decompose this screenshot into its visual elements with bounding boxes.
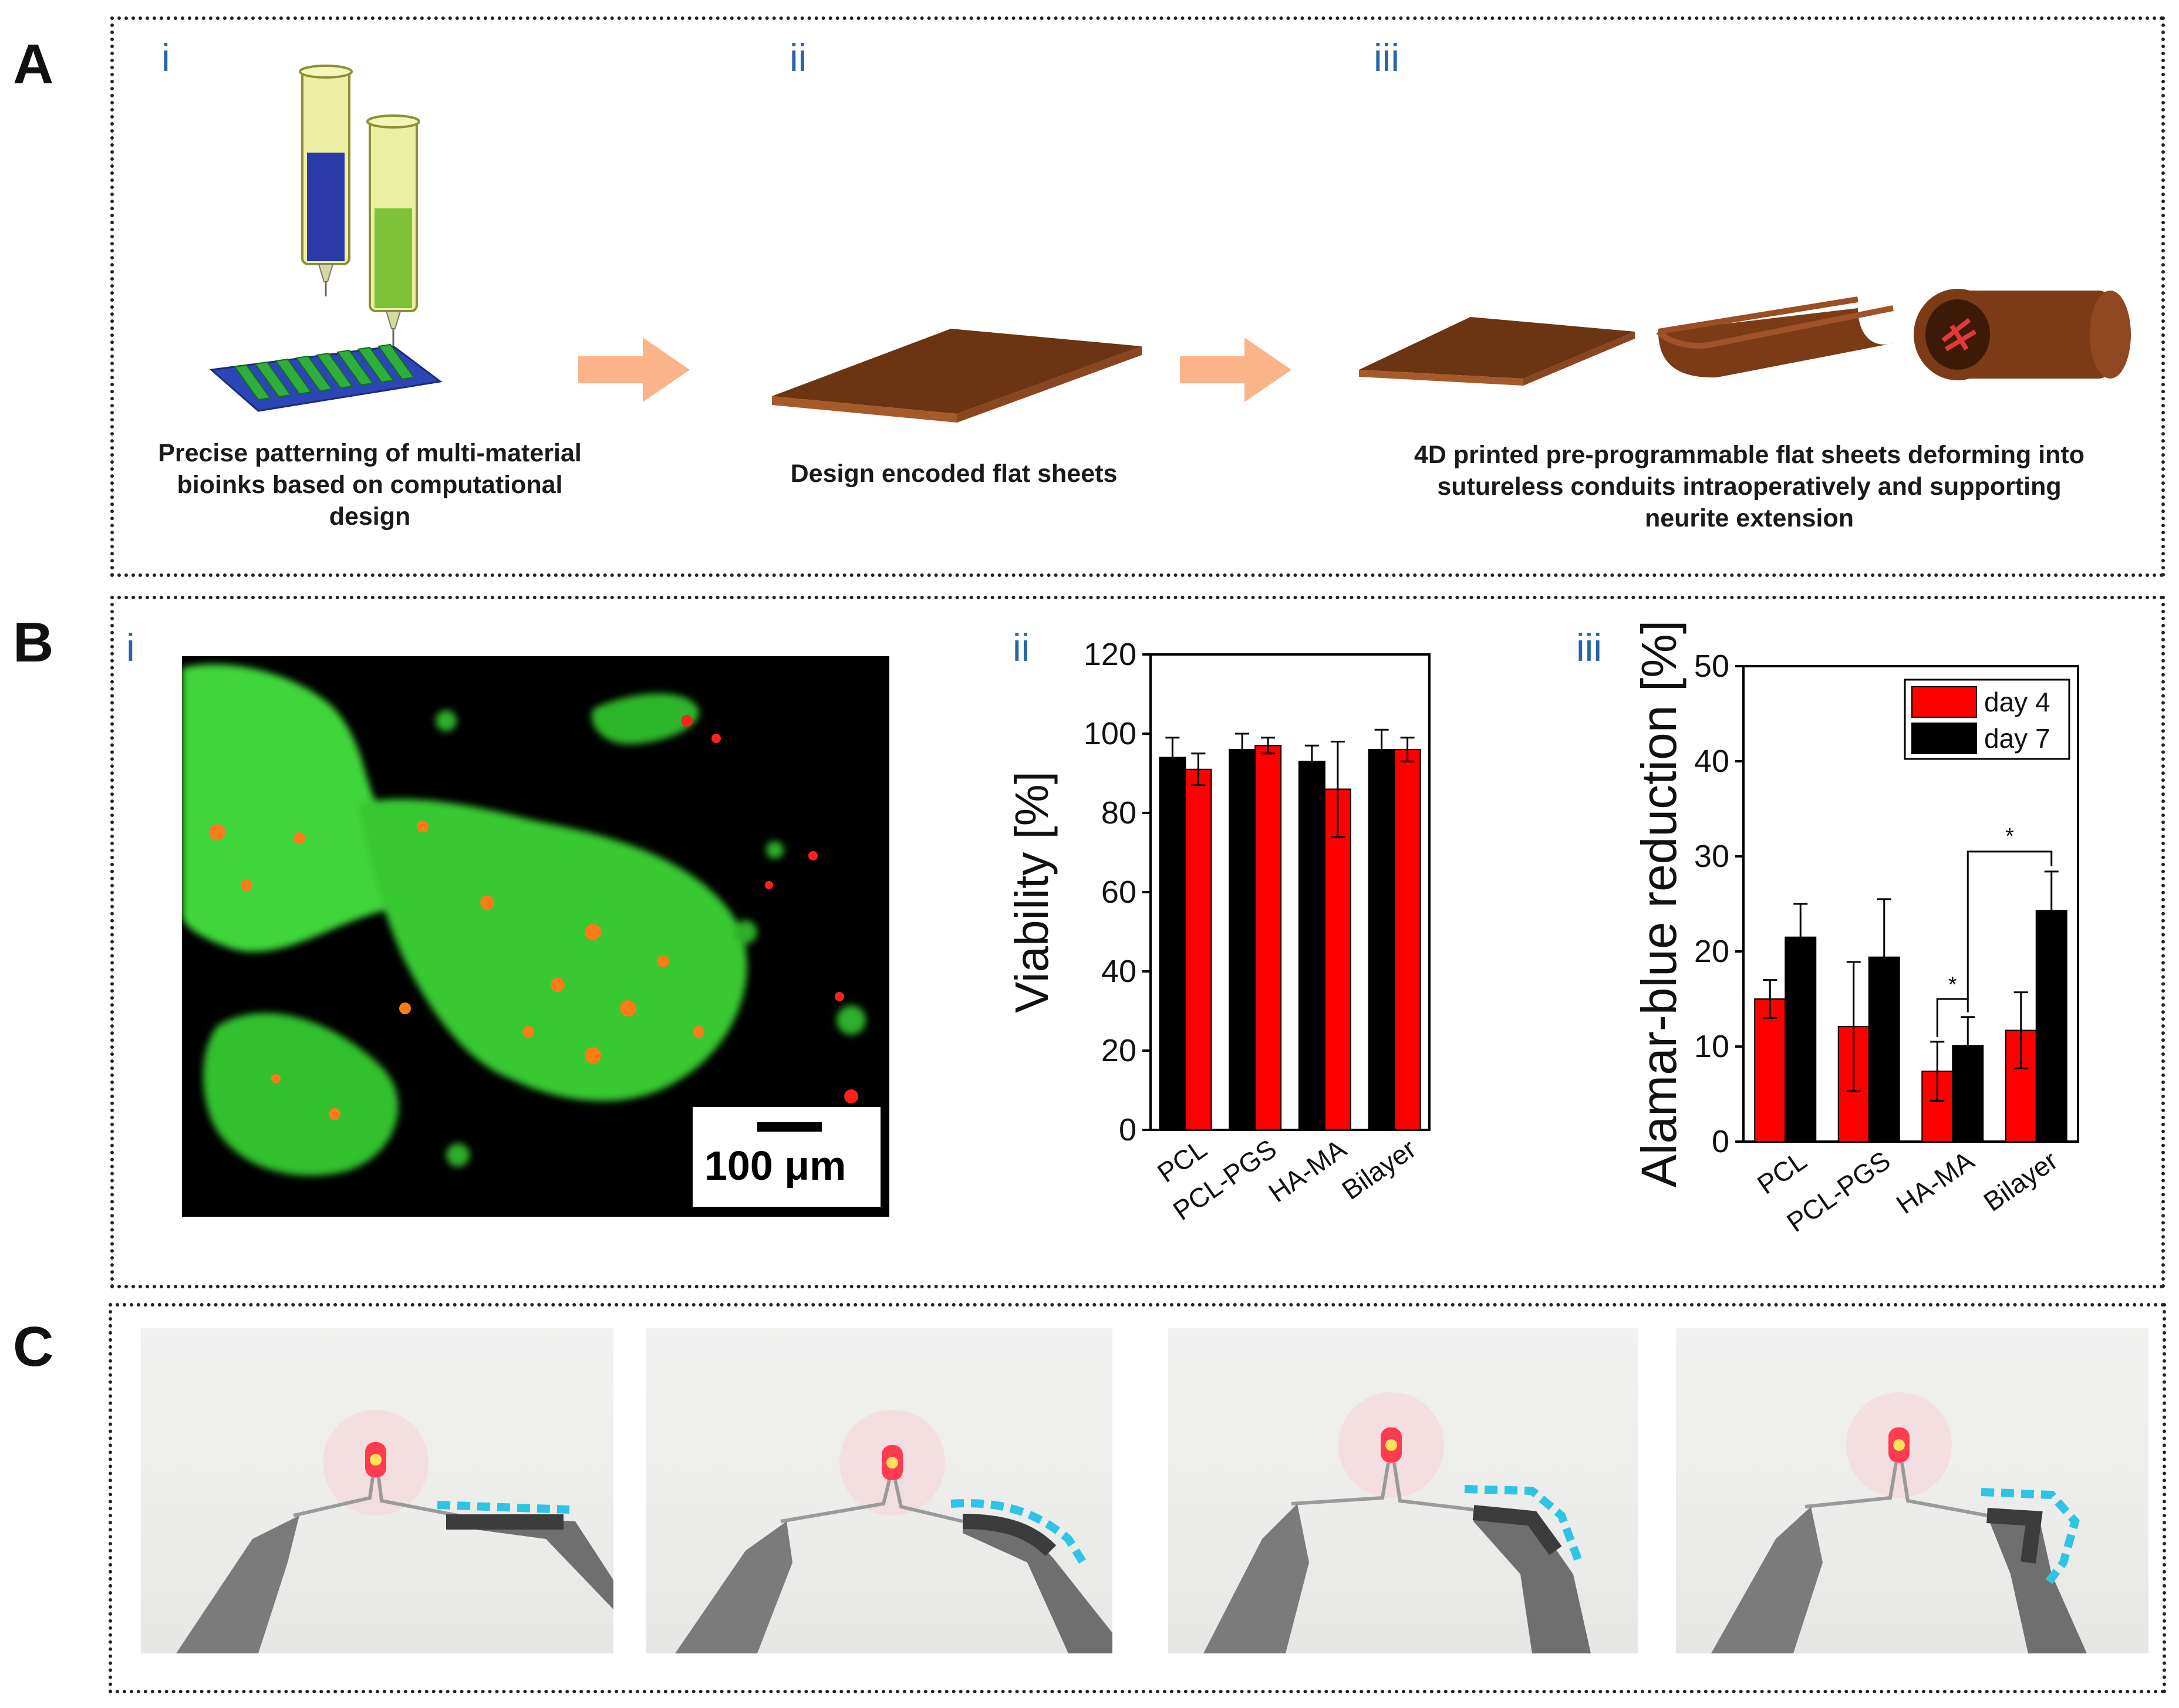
led-circuit-bent-1 bbox=[675, 1410, 1112, 1653]
significance-star: * bbox=[2005, 824, 2014, 849]
panel-b-frame bbox=[110, 596, 2165, 1288]
scale-bar: 100 μm bbox=[693, 1107, 881, 1207]
led-circuit-bent-3 bbox=[1711, 1392, 2087, 1653]
panel-label-b: B bbox=[13, 611, 54, 674]
significance-bracket bbox=[1967, 850, 2053, 999]
led-circuit-bent-2 bbox=[1203, 1392, 1591, 1653]
step-iii-numeral: iii bbox=[1374, 36, 1399, 79]
x-tick-label: HA-MA bbox=[1891, 1145, 1980, 1220]
legend-label: day 4 bbox=[1984, 687, 2050, 717]
caption-line: bioinks based on computational design bbox=[177, 471, 563, 531]
x-tick-label: HA-MA bbox=[1263, 1133, 1352, 1208]
step-ii-caption: Design encoded flat sheets bbox=[734, 458, 1174, 490]
fluorescence-micrograph: 100 μm bbox=[182, 656, 889, 1217]
caption-line: sutureless conduits intraoperatively and… bbox=[1437, 472, 2062, 501]
flat-sheet-illustration bbox=[772, 329, 1142, 423]
panel-b-i-numeral: i bbox=[126, 626, 135, 669]
scale-bar-label: 100 μm bbox=[704, 1143, 846, 1189]
bar bbox=[1254, 745, 1282, 1130]
panel-label-c: C bbox=[13, 1315, 54, 1378]
y-tick-label: 0 bbox=[1712, 1124, 1729, 1159]
led-photo-2 bbox=[646, 1328, 1112, 1653]
y-tick-label: 60 bbox=[1101, 875, 1136, 910]
arrow-icon bbox=[578, 337, 690, 402]
legend-label: day 7 bbox=[1984, 723, 2050, 754]
bar bbox=[1159, 757, 1186, 1130]
x-tick-label: Bilayer bbox=[1336, 1133, 1421, 1206]
step-i-numeral: i bbox=[161, 36, 170, 79]
panel-b-iii-numeral: iii bbox=[1576, 626, 1602, 669]
y-tick-label: 50 bbox=[1694, 649, 1729, 684]
caption-line: neurite extension bbox=[1644, 504, 1854, 532]
arrow-icon bbox=[1180, 337, 1291, 402]
bar bbox=[1324, 788, 1351, 1130]
significance-star: * bbox=[1948, 973, 1957, 997]
led-photo-4 bbox=[1676, 1328, 2148, 1653]
panel-c-frame bbox=[109, 1303, 2166, 1693]
y-tick-label: 30 bbox=[1694, 839, 1729, 874]
led-photo-1 bbox=[141, 1328, 613, 1653]
led-photo-3 bbox=[1168, 1328, 1638, 1653]
legend-swatch bbox=[1911, 686, 1977, 718]
y-tick-label: 20 bbox=[1101, 1033, 1136, 1068]
panel-label-a: A bbox=[13, 33, 54, 96]
bar bbox=[1868, 956, 1900, 1142]
scale-bar-line bbox=[757, 1122, 822, 1132]
led-circuit-straight bbox=[176, 1410, 613, 1653]
y-tick-label: 40 bbox=[1694, 744, 1729, 779]
plot-frame bbox=[1742, 665, 2079, 1143]
panel-a-frame bbox=[110, 16, 2165, 577]
caption-line: Precise patterning of multi-material bbox=[158, 439, 582, 467]
y-tick-label: 40 bbox=[1101, 954, 1136, 989]
legend-swatch bbox=[1911, 723, 1977, 754]
y-tick-label: 80 bbox=[1101, 795, 1136, 831]
bar bbox=[1229, 749, 1256, 1130]
bar bbox=[1298, 761, 1325, 1130]
step-ii-numeral: ii bbox=[790, 36, 807, 79]
y-axis-label: Viability [%] bbox=[1006, 771, 1058, 1013]
caption-line: Design encoded flat sheets bbox=[790, 460, 1118, 488]
caption-line: 4D printed pre-programmable flat sheets … bbox=[1414, 441, 2085, 469]
significance-bracket bbox=[1936, 998, 1969, 1037]
bar bbox=[1754, 998, 1786, 1142]
bar bbox=[2005, 1029, 2037, 1143]
y-axis-label: Alamar-blue reduction [%] bbox=[1631, 620, 1686, 1187]
step-i-caption: Precise patterning of multi-material bio… bbox=[135, 437, 605, 532]
bar bbox=[1185, 768, 1212, 1130]
y-tick-label: 20 bbox=[1694, 934, 1729, 969]
bar bbox=[1368, 749, 1395, 1130]
bar bbox=[1394, 749, 1421, 1130]
x-tick-label: Bilayer bbox=[1978, 1145, 2063, 1217]
y-tick-label: 0 bbox=[1119, 1112, 1136, 1147]
cell-clusters bbox=[182, 664, 866, 1176]
step-iii-caption: 4D printed pre-programmable flat sheets … bbox=[1344, 439, 2154, 534]
deformation-illustration bbox=[1359, 289, 2131, 386]
y-tick-label: 120 bbox=[1084, 637, 1136, 672]
y-tick-label: 10 bbox=[1694, 1029, 1729, 1064]
bioprinting-illustration bbox=[209, 65, 443, 412]
panel-b-ii-numeral: ii bbox=[1013, 626, 1030, 669]
x-tick-label: PCL bbox=[1752, 1145, 1812, 1200]
y-tick-label: 100 bbox=[1084, 716, 1136, 751]
